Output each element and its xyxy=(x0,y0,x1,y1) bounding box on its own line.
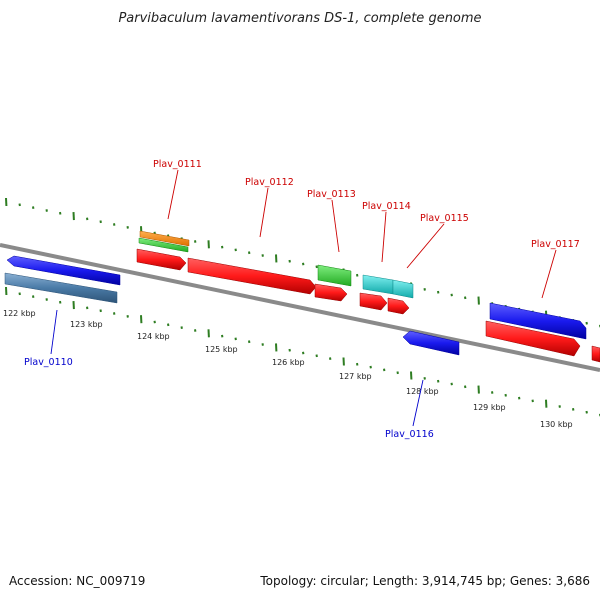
label-leaders xyxy=(50,169,557,427)
gene-label-plav-0116[interactable]: Plav_0116 xyxy=(385,429,434,440)
gene-labels: Plav_0110 Plav_0111 Plav_0112 Plav_0113 … xyxy=(24,159,580,440)
gene-feature-plav-0111[interactable] xyxy=(136,248,187,271)
gene-label-plav-0117[interactable]: Plav_0117 xyxy=(531,239,580,250)
scale-label: 122 kbp xyxy=(3,309,36,318)
gene-feature-plav-0112[interactable] xyxy=(187,257,317,295)
gene-feature-plav-0115[interactable] xyxy=(387,297,410,315)
scale-label: 128 kbp xyxy=(406,387,439,396)
gene-feature-cyan[interactable] xyxy=(392,279,414,299)
gene-label-plav-0113[interactable]: Plav_0113 xyxy=(307,189,356,200)
scale-label: 127 kbp xyxy=(339,372,372,381)
gene-label-plav-0115[interactable]: Plav_0115 xyxy=(420,213,469,224)
map-title: Parvibaculum lavamentivorans DS-1, compl… xyxy=(118,11,481,26)
gene-feature-plav-0110-cds[interactable] xyxy=(4,272,118,304)
scale-label: 124 kbp xyxy=(137,332,170,341)
scale-label: 123 kbp xyxy=(70,320,103,329)
gene-feature-cyan[interactable] xyxy=(362,274,394,295)
gene-feature-plav-0116[interactable] xyxy=(402,330,460,356)
gene-feature-red[interactable] xyxy=(591,345,600,363)
scale-labels: 122 kbp 123 kbp 124 kbp 125 kbp 126 kbp … xyxy=(3,309,573,429)
reverse-scale-ticks xyxy=(5,286,600,417)
gene-feature-plav-0110[interactable] xyxy=(6,255,121,286)
gene-feature-plav-0117[interactable] xyxy=(485,320,581,357)
scale-label: 130 kbp xyxy=(540,420,573,429)
gene-feature-green[interactable] xyxy=(138,237,189,253)
gene-label-plav-0114[interactable]: Plav_0114 xyxy=(362,201,411,212)
scale-label: 125 kbp xyxy=(205,345,238,354)
accession-text: Accession: NC_009719 xyxy=(9,574,146,588)
gene-feature-blue[interactable] xyxy=(489,302,587,340)
gene-feature-orange[interactable] xyxy=(139,230,190,247)
features xyxy=(4,230,600,363)
genome-summary-text: Topology: circular; Length: 3,914,745 bp… xyxy=(260,574,590,588)
gene-label-plav-0110[interactable]: Plav_0110 xyxy=(24,357,73,368)
scale-label: 129 kbp xyxy=(473,403,506,412)
gene-label-plav-0112[interactable]: Plav_0112 xyxy=(245,177,294,188)
gene-label-plav-0111[interactable]: Plav_0111 xyxy=(153,159,202,170)
gene-feature-green[interactable] xyxy=(317,264,352,287)
genome-backbone xyxy=(0,243,600,372)
gene-feature-plav-0114[interactable] xyxy=(359,292,388,311)
scale-label: 126 kbp xyxy=(272,358,305,367)
gene-feature-plav-0113[interactable] xyxy=(314,283,348,302)
